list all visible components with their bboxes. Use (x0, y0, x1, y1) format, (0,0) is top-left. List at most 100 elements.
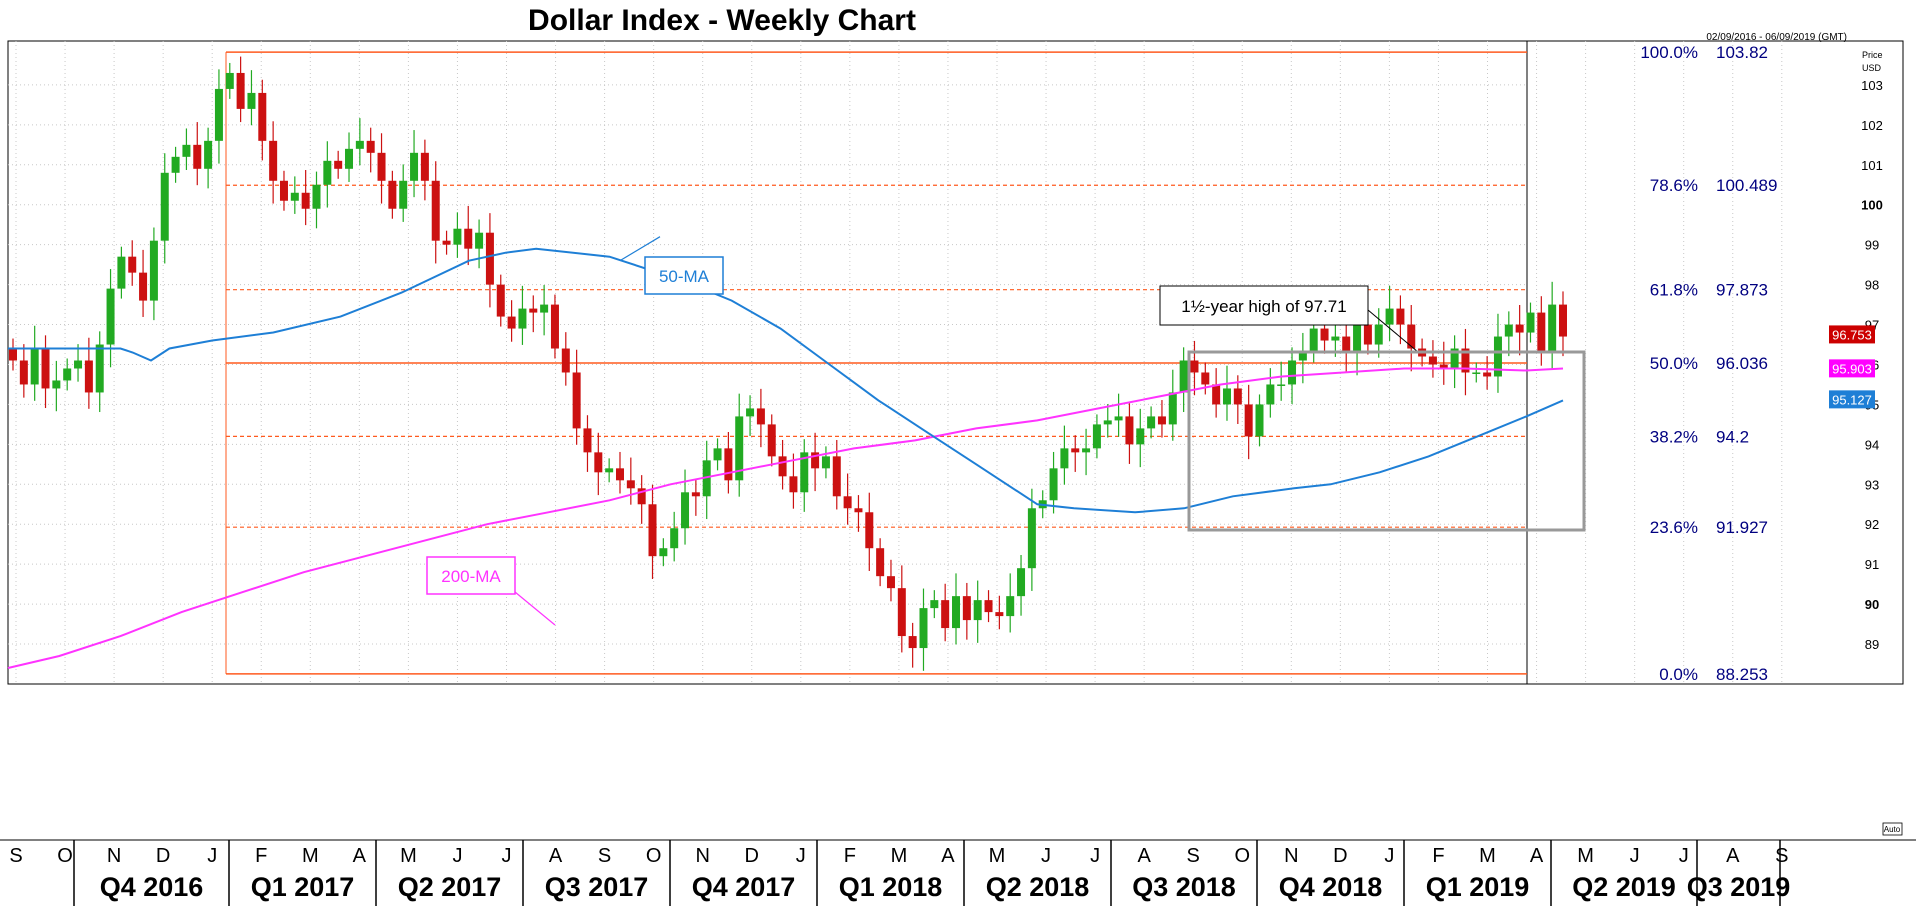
candle-body (214, 88, 223, 141)
candle-body (269, 140, 278, 181)
candle-body (9, 348, 17, 361)
high-label-box (1159, 285, 1369, 326)
candle-body (605, 468, 614, 473)
month-label: S (1187, 845, 1200, 867)
candle-body (1157, 416, 1166, 425)
candle-body (865, 512, 874, 549)
price-label: Price (1862, 50, 1883, 60)
candle-body (1071, 448, 1080, 453)
candle-body (572, 372, 581, 429)
candle-body (334, 160, 343, 169)
candle-body (279, 180, 288, 201)
candle-body (1428, 356, 1437, 365)
month-label: J (796, 845, 806, 867)
ma200-line (7, 367, 1564, 669)
candle-body (746, 408, 755, 417)
y-tick-label: 102 (1861, 118, 1883, 133)
fib-value-label: 94.2 (1716, 427, 1749, 446)
candle-body (74, 360, 83, 369)
quarter-label: Q4 2018 (1279, 872, 1383, 902)
candle-body (377, 152, 386, 181)
candle-body (886, 576, 895, 589)
month-label: J (1679, 845, 1689, 867)
month-label: O (1234, 845, 1250, 867)
consolidation-box (1187, 350, 1586, 532)
candle-body (561, 348, 570, 373)
month-label: M (302, 845, 319, 867)
month-label: A (1530, 845, 1544, 867)
month-label: J (1630, 845, 1640, 867)
high-leader (1367, 309, 1419, 353)
y-tick-label: 98 (1865, 278, 1879, 293)
candle-body (1483, 372, 1492, 377)
chart-title: Dollar Index - Weekly Chart (528, 4, 916, 37)
candle-body (973, 600, 982, 621)
candle-body (1027, 508, 1036, 569)
candle-body (95, 344, 104, 393)
auto-box[interactable] (1882, 822, 1903, 836)
candle-body (789, 476, 798, 493)
candle-body (464, 228, 473, 249)
candle-body (225, 72, 234, 89)
month-label: A (1726, 845, 1740, 867)
candle-body (1114, 416, 1123, 421)
candle-body (1493, 336, 1502, 377)
fib-value-label: 88.253 (1716, 665, 1768, 684)
candle-body (1439, 364, 1448, 369)
quarter-label: Q2 2018 (986, 872, 1090, 902)
candle-body (1147, 416, 1156, 429)
candle-body (800, 452, 809, 493)
candle-body (702, 460, 711, 497)
month-label: M (400, 845, 417, 867)
ma50-line (8, 247, 1564, 514)
candle-body (442, 240, 451, 245)
candle-body (52, 380, 61, 389)
candle-body (1461, 348, 1470, 373)
candle-body (1450, 348, 1459, 369)
candle-body (19, 360, 28, 385)
ma200-leader (514, 591, 556, 626)
candles (9, 56, 1567, 671)
candle-body (431, 180, 440, 241)
high-label: 1½-year high of 97.71 (1181, 297, 1346, 316)
month-label: J (502, 845, 512, 867)
month-label: D (156, 845, 170, 867)
candle-body (366, 140, 375, 153)
quarter-label: Q1 2019 (1426, 872, 1530, 902)
candle-body (648, 504, 657, 557)
candle-body (204, 140, 213, 169)
annotations: 50-MA 200-MA 1½-year high of 97.71 (426, 236, 1586, 626)
candle-body (290, 192, 299, 201)
candle-body (258, 92, 267, 141)
candle-body (1309, 328, 1318, 353)
candle-body (1363, 324, 1372, 345)
candle-body (1548, 304, 1557, 353)
candle-body (984, 600, 993, 613)
candle-body (821, 456, 830, 469)
fib-pct-label: 23.6% (1650, 518, 1698, 537)
y-tick-label: 94 (1865, 437, 1879, 452)
y-tick-label: 93 (1865, 477, 1879, 492)
month-label: S (598, 845, 611, 867)
candle-body (518, 308, 527, 329)
date-range: 02/09/2016 - 06/09/2019 (GMT) (1706, 32, 1847, 43)
candle-body (1288, 360, 1297, 385)
candle-body (30, 348, 39, 385)
candle-body (1526, 312, 1535, 333)
y-tick-label: 100 (1861, 198, 1883, 213)
quarter-label: Q2 2019 (1572, 872, 1676, 902)
quarter-label: Q3 2018 (1132, 872, 1236, 902)
ma50-label-box (644, 256, 724, 295)
candle-body (247, 92, 256, 109)
month-label: D (1333, 845, 1347, 867)
candle-body (496, 284, 505, 317)
quarter-label: Q4 2017 (692, 872, 796, 902)
candle-body (139, 272, 148, 301)
month-label: D (745, 845, 759, 867)
candle-body (84, 360, 93, 393)
month-label: J (1384, 845, 1394, 867)
fib-pct-label: 38.2% (1650, 427, 1698, 446)
candle-body (182, 144, 191, 157)
candle-body (1353, 324, 1362, 353)
